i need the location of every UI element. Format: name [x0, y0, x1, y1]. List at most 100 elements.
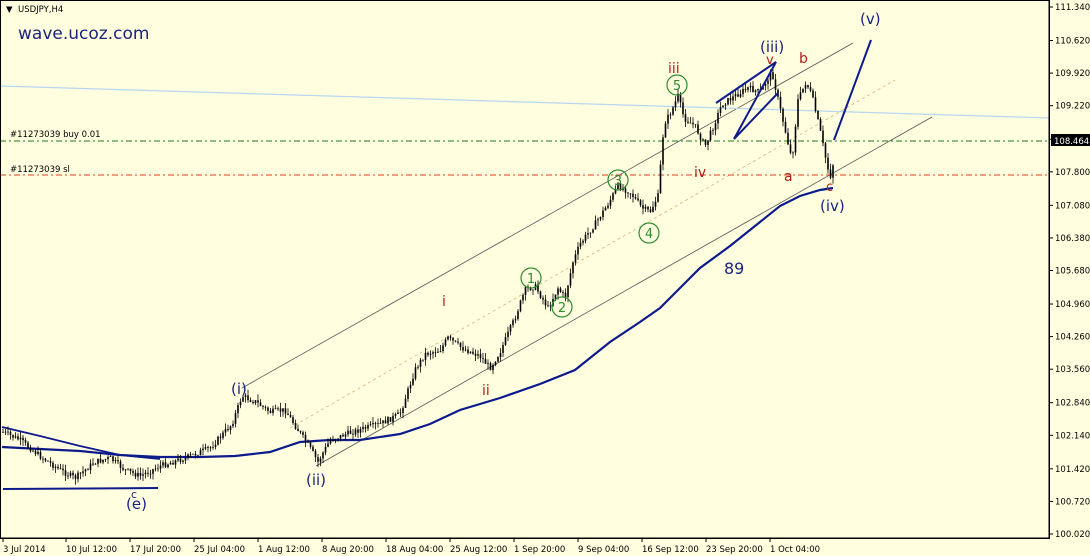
- current-price: 108.464: [1054, 137, 1089, 147]
- candle-body: [827, 157, 829, 170]
- candle-body: [607, 205, 609, 208]
- candle-body: [52, 462, 54, 468]
- wave-label-e: (e): [126, 495, 147, 513]
- candle-body: [72, 472, 74, 476]
- candle-body: [154, 468, 157, 470]
- candle-body: [179, 458, 182, 462]
- candle-body: [784, 121, 787, 133]
- candle-body: [17, 436, 19, 440]
- candle-body: [377, 423, 379, 424]
- x-tick-label: 1 Oct 04:00: [770, 545, 820, 555]
- candle-body: [157, 468, 159, 470]
- candle-body: [729, 97, 732, 101]
- candle-body: [519, 300, 522, 312]
- ma-89-line: [1, 186, 834, 459]
- candle-body: [224, 429, 227, 433]
- y-tick-label: 104.960: [1055, 300, 1090, 310]
- candle-body: [679, 93, 682, 103]
- candle-body: [342, 434, 344, 437]
- candle-body: [417, 366, 419, 368]
- candle-body: [354, 429, 357, 435]
- candle-body: [359, 429, 362, 433]
- candle-body: [259, 402, 262, 406]
- candle-body: [792, 152, 794, 154]
- candle-body: [182, 460, 184, 462]
- candle-body: [169, 462, 172, 465]
- candle-body: [59, 468, 62, 470]
- candle-body: [34, 450, 37, 455]
- candle-body: [249, 400, 252, 402]
- candle-body: [819, 119, 822, 131]
- y-tick-label: 104.260: [1055, 333, 1090, 343]
- candle-body: [649, 209, 652, 212]
- candle-body: [719, 107, 722, 113]
- trend-line-light-blue: [0, 85, 1050, 119]
- candle-body: [374, 423, 377, 424]
- candle-body: [174, 460, 177, 465]
- candle-body: [629, 193, 632, 195]
- candle-body: [117, 460, 119, 462]
- candle-body: [699, 133, 702, 140]
- candle-body: [382, 420, 384, 424]
- candle-body: [824, 143, 827, 158]
- candle-body: [127, 468, 129, 470]
- candle-body: [212, 447, 214, 448]
- wave-label-sub-v: v: [766, 53, 774, 68]
- candle-body: [482, 358, 484, 359]
- candle-body: [107, 456, 109, 460]
- candle-body: [152, 469, 154, 474]
- candle-body: [554, 294, 557, 300]
- symbol-arrow-icon[interactable]: ▼: [6, 5, 13, 15]
- y-tick-label: 110.620: [1055, 37, 1090, 47]
- wave-label-i-minor: (i): [231, 380, 247, 398]
- candle-body: [102, 459, 104, 463]
- candle-body: [414, 367, 417, 379]
- candle-body: [674, 101, 677, 108]
- candle-body: [54, 466, 57, 468]
- candle-body: [594, 220, 597, 230]
- circled-label-3-text: 3: [614, 174, 622, 189]
- candle-body: [639, 200, 642, 206]
- x-tick-label: 1 Sep 20:00: [514, 545, 565, 555]
- candle-body: [204, 446, 207, 449]
- candle-body: [677, 93, 679, 102]
- candle-body: [12, 434, 14, 438]
- candle-body: [329, 439, 332, 444]
- candle-body: [787, 132, 789, 145]
- candle-body: [227, 429, 229, 431]
- candle-body: [537, 284, 539, 292]
- candle-body: [419, 359, 422, 367]
- candle-body: [139, 472, 142, 476]
- candle-body: [217, 436, 219, 445]
- candle-body: [612, 193, 614, 200]
- candle-body: [9, 431, 12, 435]
- candle-body: [372, 423, 374, 425]
- candle-body: [297, 428, 299, 432]
- candle-body: [307, 441, 309, 443]
- candle-body: [294, 423, 297, 429]
- candle-body: [209, 447, 212, 449]
- candle-body: [577, 246, 579, 255]
- candle-body: [584, 234, 587, 241]
- candle-body: [79, 472, 82, 474]
- candle-body: [327, 443, 329, 447]
- candle-body: [324, 446, 327, 453]
- candle-body: [822, 130, 824, 144]
- candle-body: [604, 207, 607, 211]
- candle-body: [352, 433, 354, 435]
- candle-body: [142, 474, 144, 476]
- candle-body: [667, 114, 669, 124]
- candle-body: [387, 417, 389, 424]
- candle-body: [104, 459, 107, 460]
- wave-label-v-minor: (v): [860, 10, 881, 28]
- candle-body: [42, 458, 44, 460]
- candle-body: [427, 352, 429, 355]
- candle-body: [569, 273, 572, 286]
- candle-body: [214, 444, 217, 448]
- candle-body: [389, 417, 392, 422]
- candle-body: [137, 472, 139, 477]
- candle-body: [459, 342, 462, 347]
- candle-body: [172, 462, 174, 465]
- candle-body: [652, 206, 654, 212]
